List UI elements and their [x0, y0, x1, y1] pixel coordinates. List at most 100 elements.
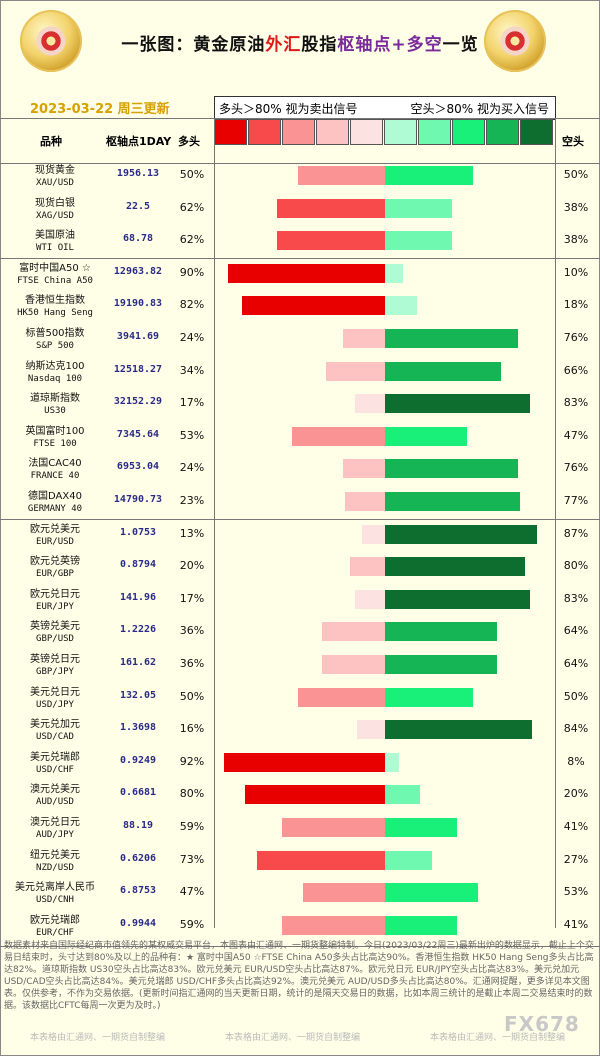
bull-percent: 62% — [179, 233, 205, 247]
legend-swatch-bear-1 — [384, 119, 417, 145]
bull-percent: 36% — [179, 657, 205, 670]
instrument-code: EUR/JPY — [36, 601, 74, 612]
table-row: 现货白银 XAG/USD 22.5 62% 38% — [0, 195, 600, 227]
bear-bar — [385, 785, 420, 805]
group-separator — [0, 518, 600, 520]
instrument-name-cn: 道琼斯指数 — [30, 393, 80, 405]
table-row: 德国DAX40 GERMANY 40 14790.73 23% 77% — [0, 488, 600, 520]
legend-swatch-bull-5 — [350, 119, 383, 145]
update-date: 2023-03-22 周三更新 — [30, 102, 170, 117]
pivot-value: 1.3698 — [119, 722, 157, 734]
instrument-code: USD/CHF — [36, 764, 74, 775]
bull-bar — [355, 394, 385, 414]
left-emblem-icon — [20, 10, 82, 72]
pivot-value: 68.78 — [122, 233, 154, 245]
table-row: 法国CAC40 FRANCE 40 6953.04 24% 76% — [0, 455, 600, 487]
bear-bar — [385, 818, 457, 837]
bull-percent: 13% — [179, 526, 205, 540]
pivot-value: 0.9944 — [119, 917, 157, 929]
bull-percent: 50% — [179, 689, 205, 703]
table-row: 道琼斯指数 US30 32152.29 17% 83% — [0, 390, 600, 422]
instrument-name-cn: 美元兑瑞郎 — [30, 751, 80, 763]
instrument-code: GBP/JPY — [36, 667, 74, 677]
bull-percent: 17% — [179, 591, 205, 605]
col-bear: 空头 — [562, 135, 584, 148]
instrument-code: EUR/CHF — [36, 927, 74, 938]
instrument-name-cn: 美元兑日元 — [30, 686, 80, 698]
instrument-name-cn: 美元兑离岸人民币 — [15, 882, 95, 894]
bull-bar — [322, 622, 385, 642]
instrument-name-cn: 澳元兑日元 — [30, 817, 80, 828]
instrument-name: 香港恒生指数 HK50 Hang Seng — [6, 294, 104, 320]
table-row: 美元兑加元 USD/CAD 1.3698 16% 84% — [0, 716, 600, 748]
bull-percent: 47% — [179, 885, 205, 899]
table-row: 美元兑瑞郎 USD/CHF 0.9249 92% 8% — [0, 749, 600, 781]
legend-swatch-bear-5 — [520, 119, 553, 145]
instrument-code: EUR/USD — [36, 536, 74, 547]
credit-2: 本表格由汇通网、一期货自制整编 — [225, 1033, 361, 1043]
pivot-value: 0.6206 — [119, 852, 157, 864]
instrument-name: 美国原油 WTI OIL — [6, 229, 104, 255]
instrument-name-cn: 英镑兑美元 — [30, 621, 80, 633]
bear-percent: 50% — [563, 689, 589, 703]
bear-bar — [385, 166, 473, 185]
divider-right — [555, 118, 556, 928]
instrument-name: 富时中国A50 ☆ FTSE China A50 — [6, 262, 104, 288]
instrument-code: GBP/USD — [36, 634, 74, 645]
instrument-code: Nasdaq 100 — [27, 373, 83, 384]
instrument-name: 英镑兑美元 GBP/USD — [6, 620, 104, 646]
instrument-name: 标普500指数 S&P 500 — [6, 327, 104, 353]
pivot-value: 161.62 — [119, 657, 157, 668]
bear-bar — [385, 622, 497, 642]
table-row: 英镑兑日元 GBP/JPY 161.62 36% 64% — [0, 651, 600, 683]
bull-bar — [292, 426, 385, 446]
instrument-name-cn: 澳元兑美元 — [30, 784, 80, 796]
bear-bar — [385, 524, 538, 544]
watermark: FX678 — [504, 1012, 580, 1036]
col-bull: 多头 — [178, 135, 200, 148]
instrument-name: 美元兑加元 USD/CAD — [6, 718, 104, 744]
bear-percent: 41% — [563, 820, 589, 833]
credit-3: 本表格由汇通网、一期货自制整编 — [430, 1033, 566, 1043]
bear-bar — [385, 394, 531, 414]
table-row: 美元兑日元 USD/JPY 132.05 50% 50% — [0, 684, 600, 716]
instrument-name: 欧元兑日元 EUR/JPY — [6, 588, 104, 614]
bull-bar — [302, 883, 385, 903]
bear-percent: 77% — [563, 494, 589, 507]
instrument-name: 英国富时100 FTSE 100 — [6, 425, 104, 451]
bull-bar — [343, 329, 385, 348]
bull-percent: 59% — [179, 820, 205, 833]
table-row: 欧元兑美元 EUR/USD 1.0753 13% 87% — [0, 521, 600, 553]
pivot-value: 22.5 — [125, 200, 151, 212]
table-row: 美元兑离岸人民币 USD/CNH 6.8753 47% 53% — [0, 879, 600, 911]
instrument-name: 欧元兑英镑 EUR/GBP — [6, 555, 104, 581]
pivot-value: 132.05 — [119, 689, 157, 701]
bull-bar — [322, 655, 385, 674]
bull-percent: 24% — [179, 461, 205, 475]
bear-percent: 76% — [563, 461, 589, 475]
bear-bar — [385, 361, 501, 381]
bear-percent: 53% — [563, 885, 589, 899]
pivot-value: 0.8794 — [119, 559, 157, 571]
right-emblem-icon — [484, 10, 546, 72]
bull-bar — [297, 687, 385, 707]
instrument-name-cn: 香港恒生指数 — [25, 295, 85, 307]
instrument-name: 欧元兑瑞郎 EUR/CHF — [6, 914, 104, 940]
bear-bar — [385, 655, 497, 674]
instrument-code: WTI OIL — [36, 243, 74, 254]
bear-bar — [385, 850, 433, 870]
instrument-code: XAU/USD — [36, 178, 74, 188]
instrument-code: FTSE 100 — [33, 438, 77, 449]
legend-swatch-bull-1 — [214, 119, 247, 145]
instrument-code: AUD/JPY — [36, 830, 74, 840]
bull-bar — [224, 752, 385, 772]
bull-percent: 62% — [179, 200, 205, 214]
bear-percent: 64% — [563, 624, 589, 638]
pivot-value: 19190.83 — [113, 298, 163, 310]
bull-percent: 53% — [179, 428, 205, 442]
bear-bar — [385, 426, 468, 446]
column-header: 品种 枢轴点1DAY 多头 空头 — [0, 118, 600, 164]
bull-percent: 24% — [179, 331, 205, 344]
bear-bar — [385, 263, 403, 283]
bull-bar — [245, 785, 385, 805]
